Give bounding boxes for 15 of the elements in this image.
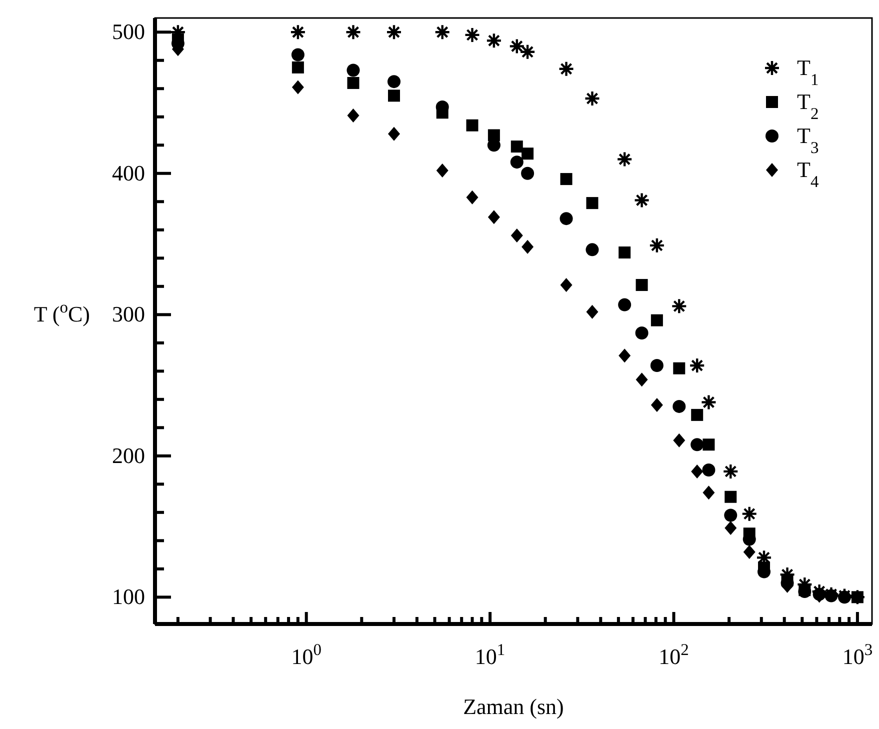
y-tick-label: 500 bbox=[112, 19, 145, 44]
y-tick-label: 300 bbox=[112, 302, 145, 327]
y-tick-label: 400 bbox=[112, 160, 145, 186]
x-axis-title: Zaman (sn) bbox=[463, 694, 564, 719]
x-tick-label: 10$^{2}$ bbox=[658, 640, 689, 669]
legend-label: T$_{1}$ bbox=[797, 55, 819, 88]
y-tick-label: 200 bbox=[112, 442, 145, 468]
legend-label: T$_{2}$ bbox=[797, 89, 819, 122]
x-tick-label: 10$^{1}$ bbox=[474, 640, 506, 669]
legend-label: T$_{4}$ bbox=[797, 157, 819, 190]
x-tick-label: 10$^{0}$ bbox=[291, 640, 322, 669]
y-axis-title: T ($^{o}$C) bbox=[34, 297, 90, 327]
x-tick-label: 10$^{3}$ bbox=[842, 640, 873, 669]
y-tick-label: 100 bbox=[112, 584, 145, 610]
legend-label: T$_{3}$ bbox=[797, 123, 819, 156]
